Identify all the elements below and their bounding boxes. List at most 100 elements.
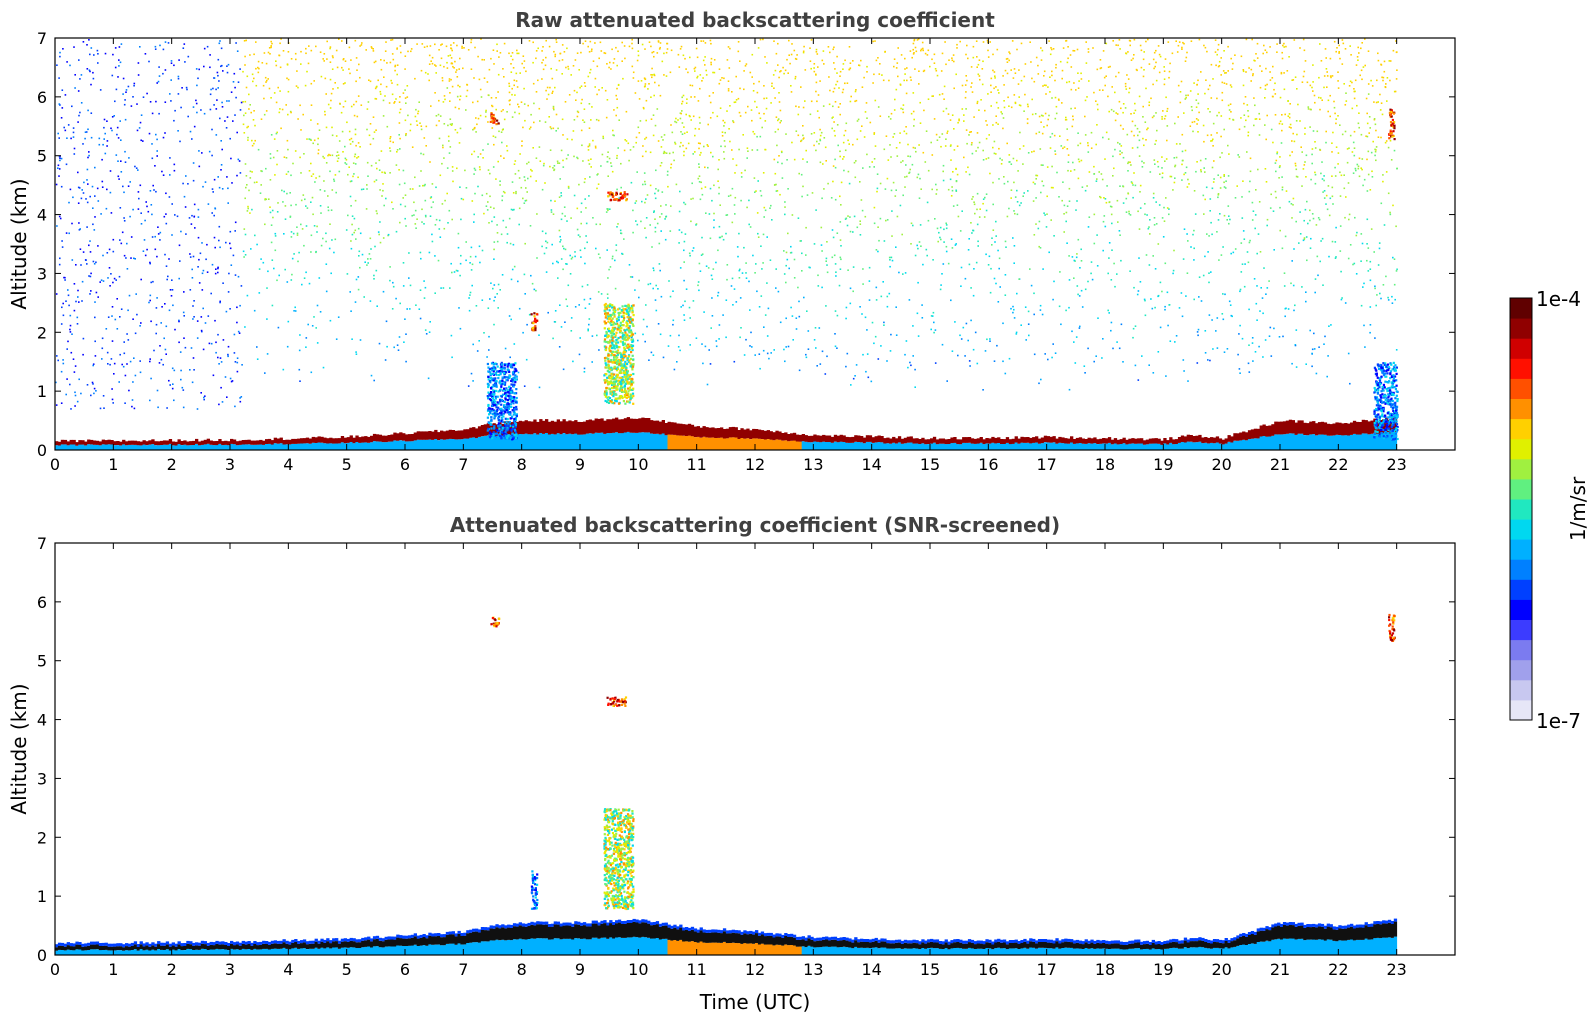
noise-pixel bbox=[1076, 253, 1078, 255]
noise-pixel bbox=[508, 315, 511, 317]
noise-pixel bbox=[574, 59, 577, 61]
noise-pixel bbox=[849, 287, 852, 290]
noise-pixel bbox=[910, 364, 912, 367]
noise-pixel bbox=[941, 93, 944, 95]
noise-pixel bbox=[1213, 160, 1215, 162]
noise-pixel bbox=[1177, 44, 1180, 47]
noise-pixel bbox=[657, 140, 660, 142]
noise-pixel bbox=[176, 215, 179, 218]
noise-pixel bbox=[759, 135, 762, 138]
noise-pixel bbox=[350, 310, 352, 312]
noise-pixel bbox=[1240, 242, 1243, 244]
noise-pixel bbox=[1346, 148, 1349, 150]
noise-pixel bbox=[452, 65, 454, 68]
noise-pixel bbox=[1108, 201, 1111, 204]
noise-pixel bbox=[192, 318, 194, 320]
noise-pixel bbox=[1120, 145, 1123, 147]
noise-pixel bbox=[831, 127, 833, 130]
noise-pixel bbox=[1223, 214, 1226, 217]
noise-pixel bbox=[982, 41, 985, 43]
noise-pixel bbox=[900, 161, 902, 164]
noise-pixel bbox=[124, 374, 127, 377]
noise-pixel bbox=[404, 68, 406, 70]
noise-pixel bbox=[713, 59, 716, 61]
noise-pixel bbox=[876, 173, 879, 175]
noise-pixel bbox=[696, 76, 698, 79]
noise-pixel bbox=[1371, 170, 1373, 173]
noise-pixel bbox=[1246, 151, 1248, 153]
noise-pixel bbox=[356, 115, 359, 118]
noise-pixel bbox=[920, 188, 922, 190]
noise-pixel bbox=[257, 71, 260, 74]
noise-pixel bbox=[513, 265, 516, 268]
noise-pixel bbox=[885, 135, 888, 137]
noise-pixel bbox=[729, 194, 732, 197]
noise-pixel bbox=[798, 300, 800, 303]
noise-pixel bbox=[173, 369, 176, 372]
noise-pixel bbox=[1107, 66, 1110, 68]
noise-pixel bbox=[95, 390, 97, 392]
noise-pixel bbox=[1337, 152, 1340, 154]
noise-pixel bbox=[1222, 246, 1224, 248]
noise-pixel bbox=[837, 106, 840, 108]
noise-pixel bbox=[611, 170, 614, 173]
noise-pixel bbox=[609, 194, 611, 197]
noise-pixel bbox=[1214, 39, 1217, 41]
noise-pixel bbox=[546, 86, 549, 89]
noise-pixel bbox=[875, 59, 878, 62]
noise-pixel bbox=[1314, 141, 1316, 143]
noise-pixel bbox=[598, 89, 600, 91]
noise-pixel bbox=[139, 371, 142, 374]
noise-pixel bbox=[587, 145, 590, 148]
noise-pixel bbox=[411, 146, 414, 148]
noise-pixel bbox=[798, 106, 800, 108]
noise-pixel bbox=[449, 100, 451, 102]
noise-pixel bbox=[919, 101, 921, 104]
noise-pixel bbox=[1080, 289, 1083, 292]
noise-pixel bbox=[286, 139, 289, 142]
noise-pixel bbox=[692, 197, 694, 200]
noise-pixel bbox=[146, 205, 148, 208]
noise-pixel bbox=[1322, 284, 1324, 286]
noise-pixel bbox=[198, 68, 200, 71]
noise-pixel bbox=[327, 195, 329, 197]
noise-pixel bbox=[945, 107, 948, 110]
noise-pixel bbox=[149, 399, 151, 402]
noise-pixel bbox=[502, 109, 504, 111]
noise-pixel bbox=[1268, 280, 1270, 282]
noise-pixel bbox=[1054, 150, 1056, 152]
noise-pixel bbox=[670, 166, 672, 169]
noise-pixel bbox=[472, 380, 474, 382]
noise-pixel bbox=[1175, 335, 1178, 337]
noise-pixel bbox=[276, 131, 278, 134]
noise-pixel bbox=[462, 198, 465, 201]
noise-pixel bbox=[409, 123, 412, 126]
noise-pixel bbox=[193, 125, 196, 128]
noise-pixel bbox=[497, 91, 499, 93]
noise-pixel bbox=[400, 51, 402, 54]
noise-pixel bbox=[779, 109, 782, 112]
noise-pixel bbox=[1198, 276, 1201, 278]
noise-pixel bbox=[323, 60, 325, 62]
noise-pixel bbox=[690, 198, 692, 200]
noise-pixel bbox=[439, 236, 442, 238]
noise-pixel bbox=[187, 55, 190, 58]
noise-pixel bbox=[665, 51, 668, 54]
noise-pixel bbox=[265, 62, 268, 65]
noise-pixel bbox=[1353, 88, 1355, 90]
noise-pixel bbox=[490, 97, 493, 99]
noise-pixel bbox=[686, 131, 688, 133]
noise-pixel bbox=[584, 247, 586, 250]
noise-pixel bbox=[522, 331, 524, 334]
noise-pixel bbox=[1380, 297, 1382, 300]
noise-pixel bbox=[759, 190, 762, 192]
noise-pixel bbox=[672, 319, 675, 322]
noise-pixel bbox=[319, 311, 322, 313]
noise-pixel bbox=[198, 258, 200, 261]
noise-pixel bbox=[1196, 123, 1198, 125]
noise-pixel bbox=[1309, 126, 1311, 128]
noise-pixel bbox=[1320, 97, 1322, 99]
noise-pixel bbox=[1356, 56, 1359, 58]
noise-pixel bbox=[934, 329, 937, 331]
noise-pixel bbox=[188, 217, 191, 219]
